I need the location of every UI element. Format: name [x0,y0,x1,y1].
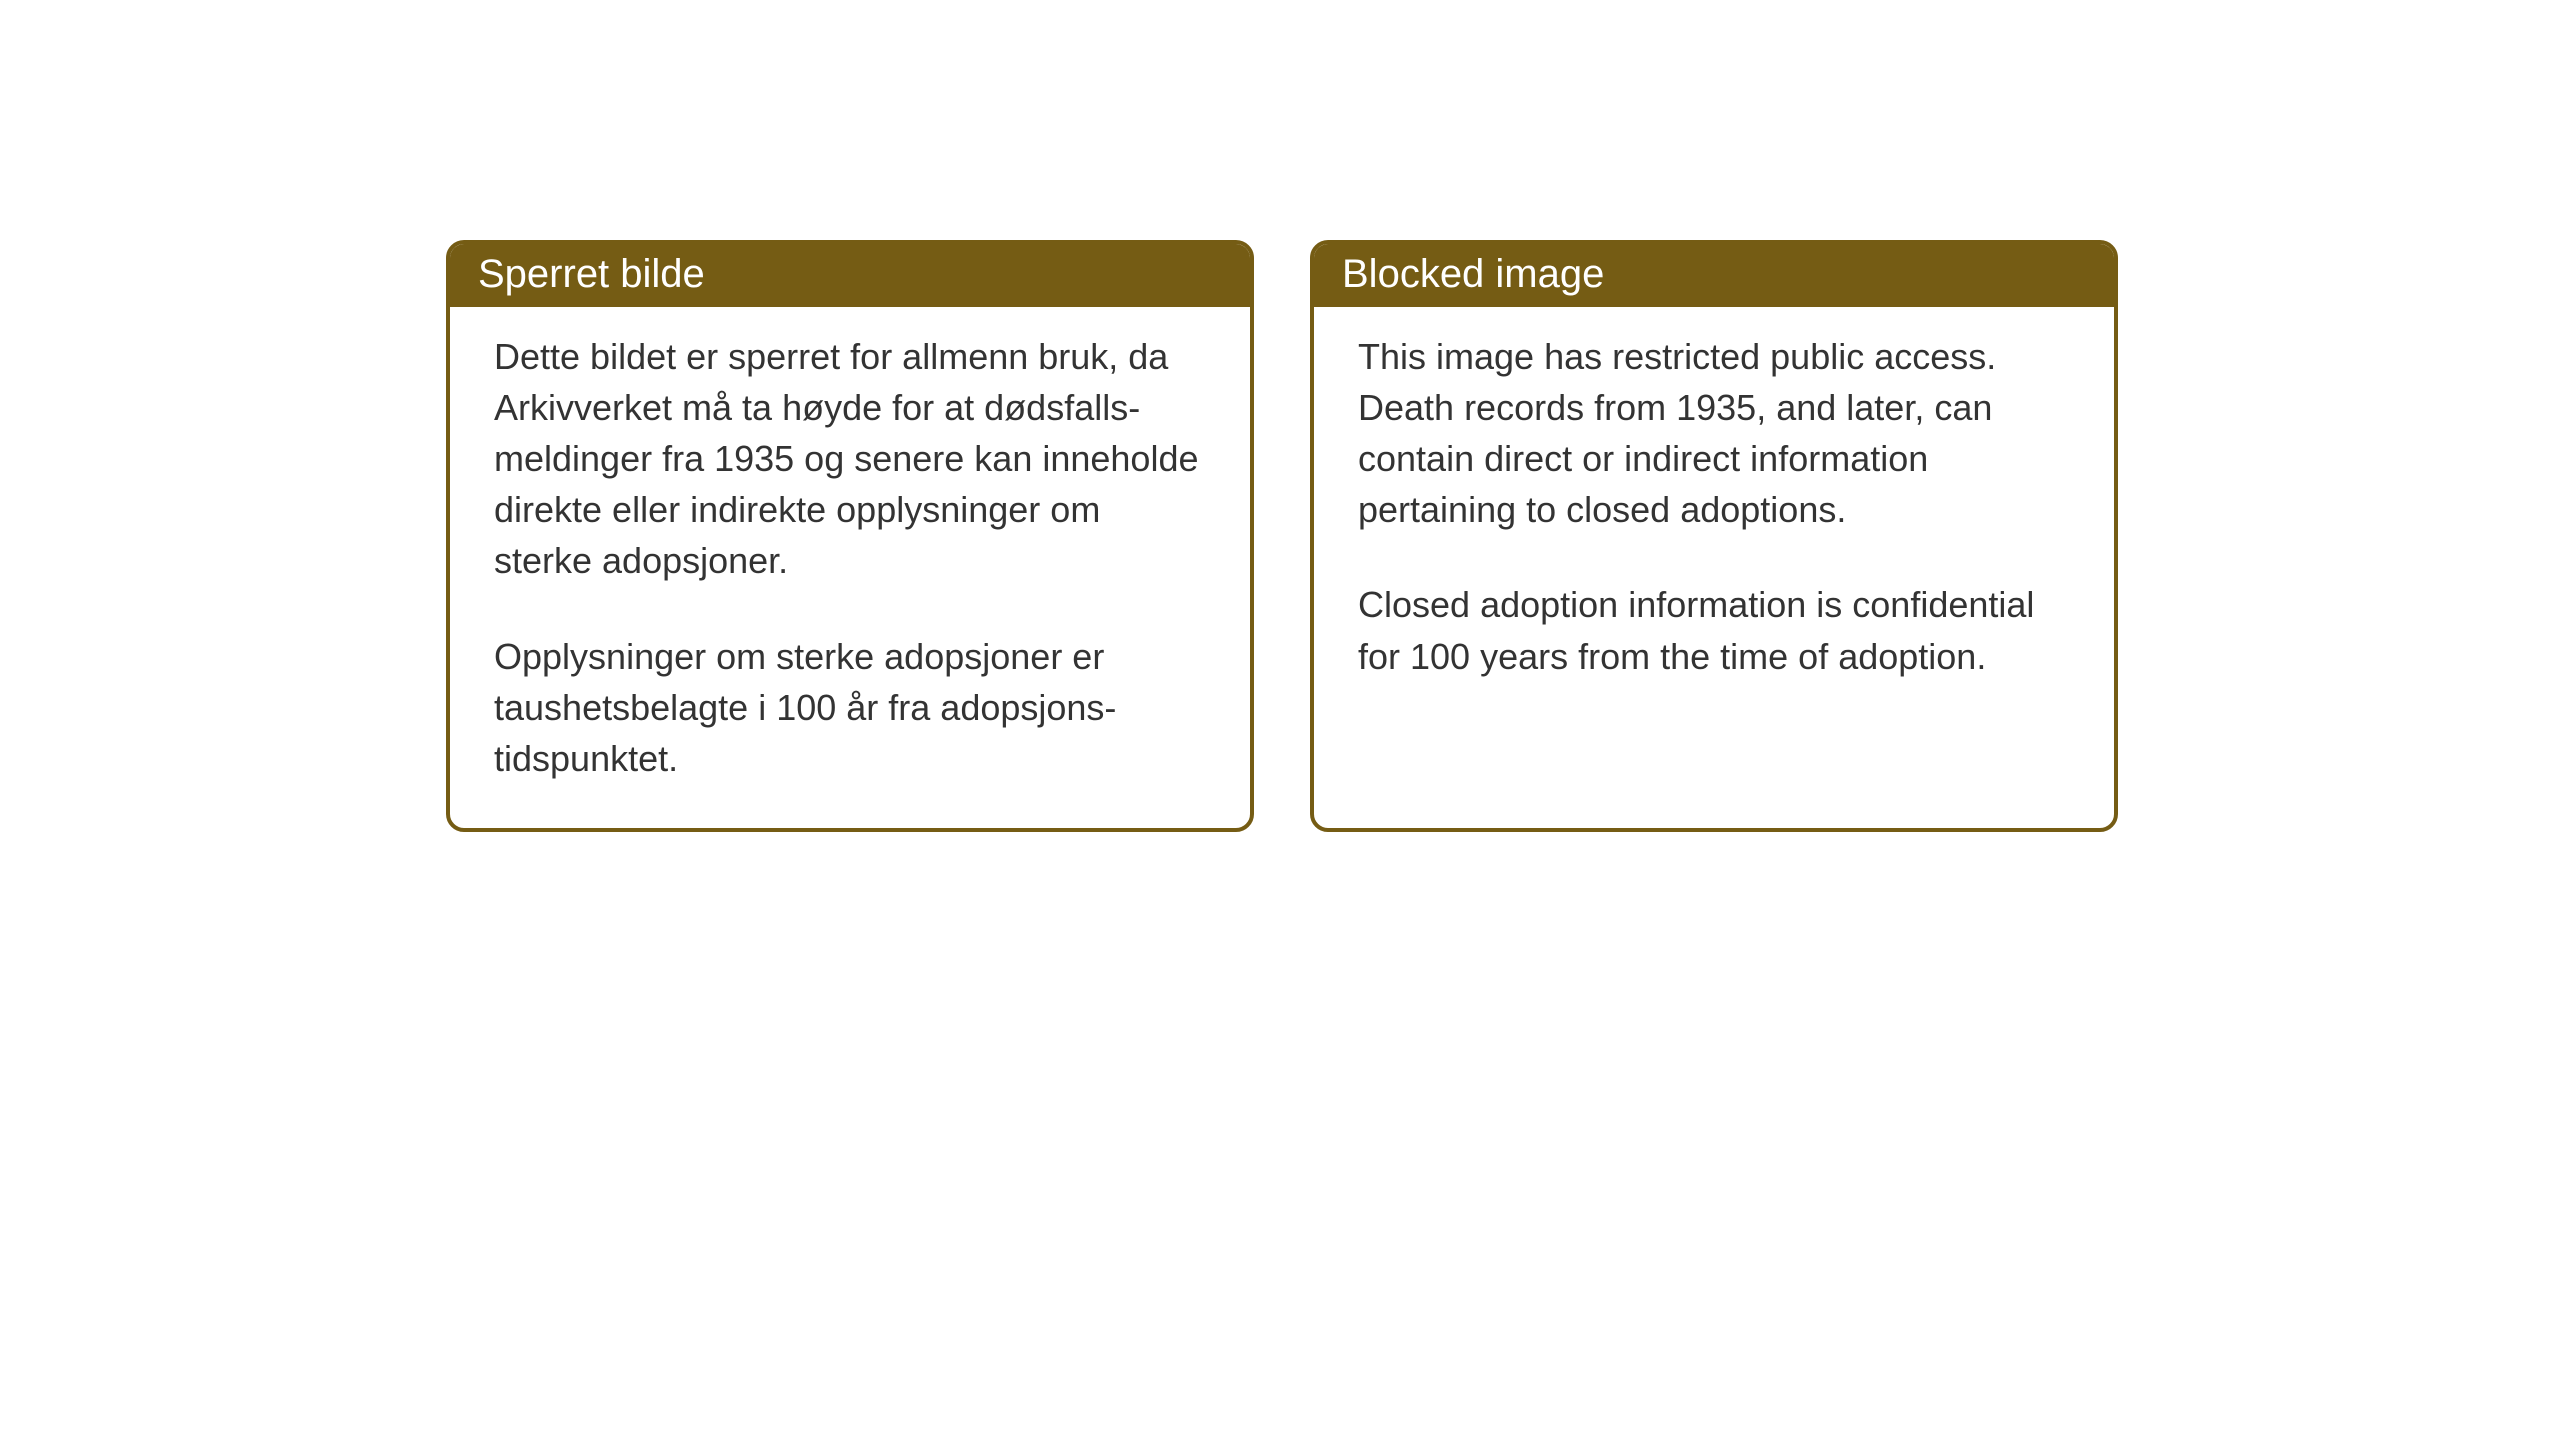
notice-header-english: Blocked image [1314,244,2114,307]
notice-para1-norwegian: Dette bildet er sperret for allmenn bruk… [494,331,1206,587]
notice-body-norwegian: Dette bildet er sperret for allmenn bruk… [450,307,1250,828]
notice-container: Sperret bilde Dette bildet er sperret fo… [446,240,2118,832]
notice-title-english: Blocked image [1342,252,1604,296]
notice-para1-english: This image has restricted public access.… [1358,331,2070,535]
notice-title-norwegian: Sperret bilde [478,252,705,296]
notice-para2-norwegian: Opplysninger om sterke adopsjoner er tau… [494,631,1206,784]
notice-body-english: This image has restricted public access.… [1314,307,2114,726]
notice-box-norwegian: Sperret bilde Dette bildet er sperret fo… [446,240,1254,832]
notice-para2-english: Closed adoption information is confident… [1358,579,2070,681]
notice-box-english: Blocked image This image has restricted … [1310,240,2118,832]
notice-header-norwegian: Sperret bilde [450,244,1250,307]
